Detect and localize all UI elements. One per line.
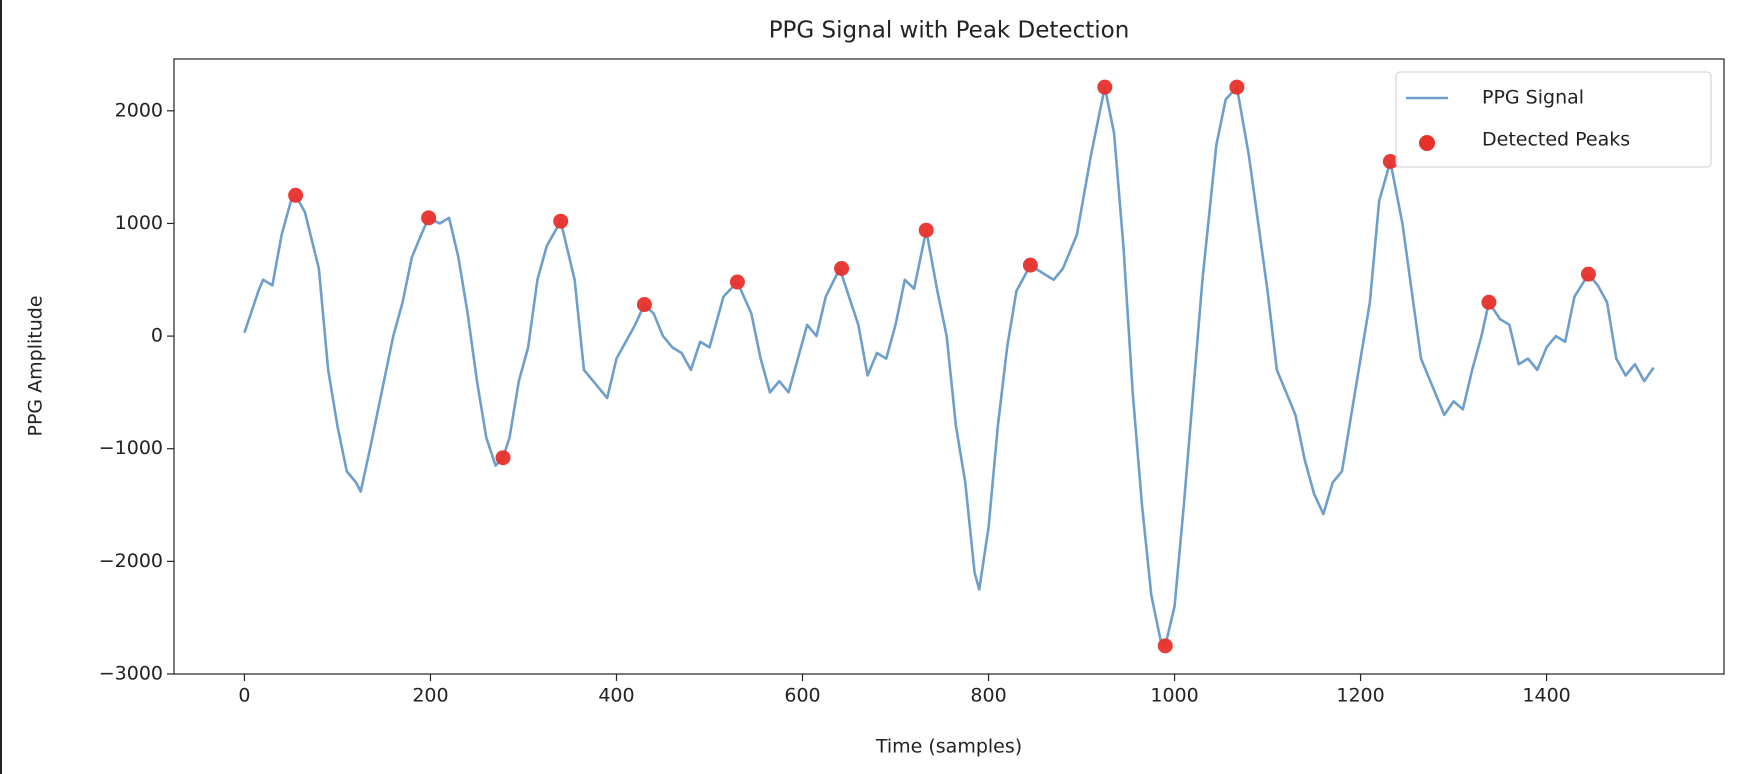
legend-box	[1395, 71, 1712, 168]
peak-marker	[918, 222, 934, 238]
signal-line	[243, 85, 1655, 648]
peak-marker	[1229, 79, 1245, 95]
x-tick-label: 0	[238, 685, 250, 707]
x-tick-label: 1000	[1150, 685, 1198, 707]
x-axis-label: Time (samples)	[875, 736, 1022, 758]
legend-label: Detected Peaks	[1482, 129, 1630, 151]
peak-marker	[1580, 266, 1596, 282]
legend-marker	[1419, 135, 1435, 151]
x-tick-label: 400	[598, 685, 634, 707]
peak-marker	[1481, 294, 1497, 310]
peak-marker	[553, 213, 569, 229]
x-tick-label: 200	[412, 685, 448, 707]
peak-marker	[1382, 154, 1398, 169]
peak-marker	[834, 261, 850, 277]
peak-marker	[729, 274, 745, 290]
y-axis-label: PPG Amplitude	[25, 295, 47, 436]
peak-marker	[495, 450, 511, 466]
y-tick-label: −3000	[99, 663, 163, 685]
y-tick-label: −2000	[99, 550, 163, 572]
x-tick-label: 1200	[1336, 685, 1384, 707]
peak-marker	[421, 210, 437, 226]
x-tick-label: 600	[784, 685, 820, 707]
peak-marker	[1097, 79, 1113, 95]
x-tick-label: 800	[970, 685, 1006, 707]
peak-marker	[1022, 257, 1038, 273]
peak-marker	[1157, 638, 1173, 654]
legend-label: PPG Signal	[1482, 87, 1584, 109]
peak-marker	[636, 297, 652, 313]
plot-frame	[173, 58, 1725, 675]
y-tick-label: −1000	[99, 437, 163, 459]
peak-marker	[288, 187, 304, 203]
y-tick-label: 0	[151, 325, 163, 347]
y-tick-label: 2000	[115, 99, 163, 121]
x-tick-label: 1400	[1522, 685, 1570, 707]
chart-title: PPG Signal with Peak Detection	[769, 18, 1130, 44]
y-tick-label: 1000	[115, 212, 163, 234]
